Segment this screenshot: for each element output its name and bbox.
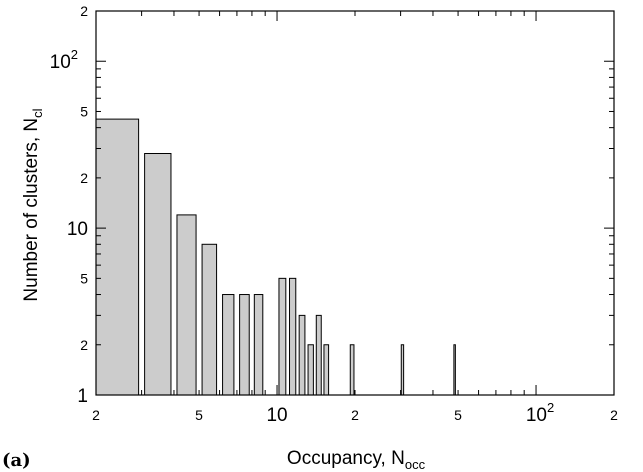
tick-label: 1 (77, 386, 88, 407)
bar (144, 153, 172, 396)
bar (253, 294, 264, 396)
tick-label: 2 (92, 407, 100, 423)
tick-label: 5 (454, 407, 462, 423)
tick-label: 102 (526, 400, 554, 426)
bar (176, 214, 197, 396)
tick-label: 5 (80, 103, 88, 119)
bar (222, 294, 235, 396)
tick-label: 102 (50, 47, 78, 73)
tick-label: 2 (610, 407, 618, 423)
bar (201, 243, 218, 396)
ticks-layer (96, 11, 614, 396)
bar (278, 277, 287, 396)
bar (307, 344, 314, 396)
tick-label: 10 (266, 405, 287, 426)
bars-layer (95, 118, 456, 396)
tick-label: 5 (80, 270, 88, 286)
plot-frame (95, 10, 615, 396)
y-axis-title-sub: cl (30, 108, 45, 118)
tick-label: 5 (195, 407, 203, 423)
bar (400, 344, 405, 396)
tick-label: 2 (80, 337, 88, 353)
bar (315, 314, 322, 396)
bar (289, 277, 297, 396)
tick-label: 2 (80, 3, 88, 19)
bar (323, 344, 330, 396)
bar (349, 344, 355, 396)
bar (239, 294, 250, 396)
x-axis-title-sub: occ (405, 457, 426, 472)
bar (95, 118, 140, 396)
tick-label: 2 (351, 407, 359, 423)
tick-label: 10 (67, 219, 88, 240)
bar (453, 344, 456, 396)
panel-label: (a) (2, 450, 31, 471)
y-axis-title-main: Number of clusters, N (21, 118, 42, 302)
y-axis-title: Number of clusters, Ncl (21, 108, 45, 301)
tick-label: 2 (80, 170, 88, 186)
x-axis-title-main: Occupancy, N (287, 448, 405, 469)
x-axis-title: Occupancy, Nocc (287, 448, 426, 472)
bar (298, 314, 306, 396)
